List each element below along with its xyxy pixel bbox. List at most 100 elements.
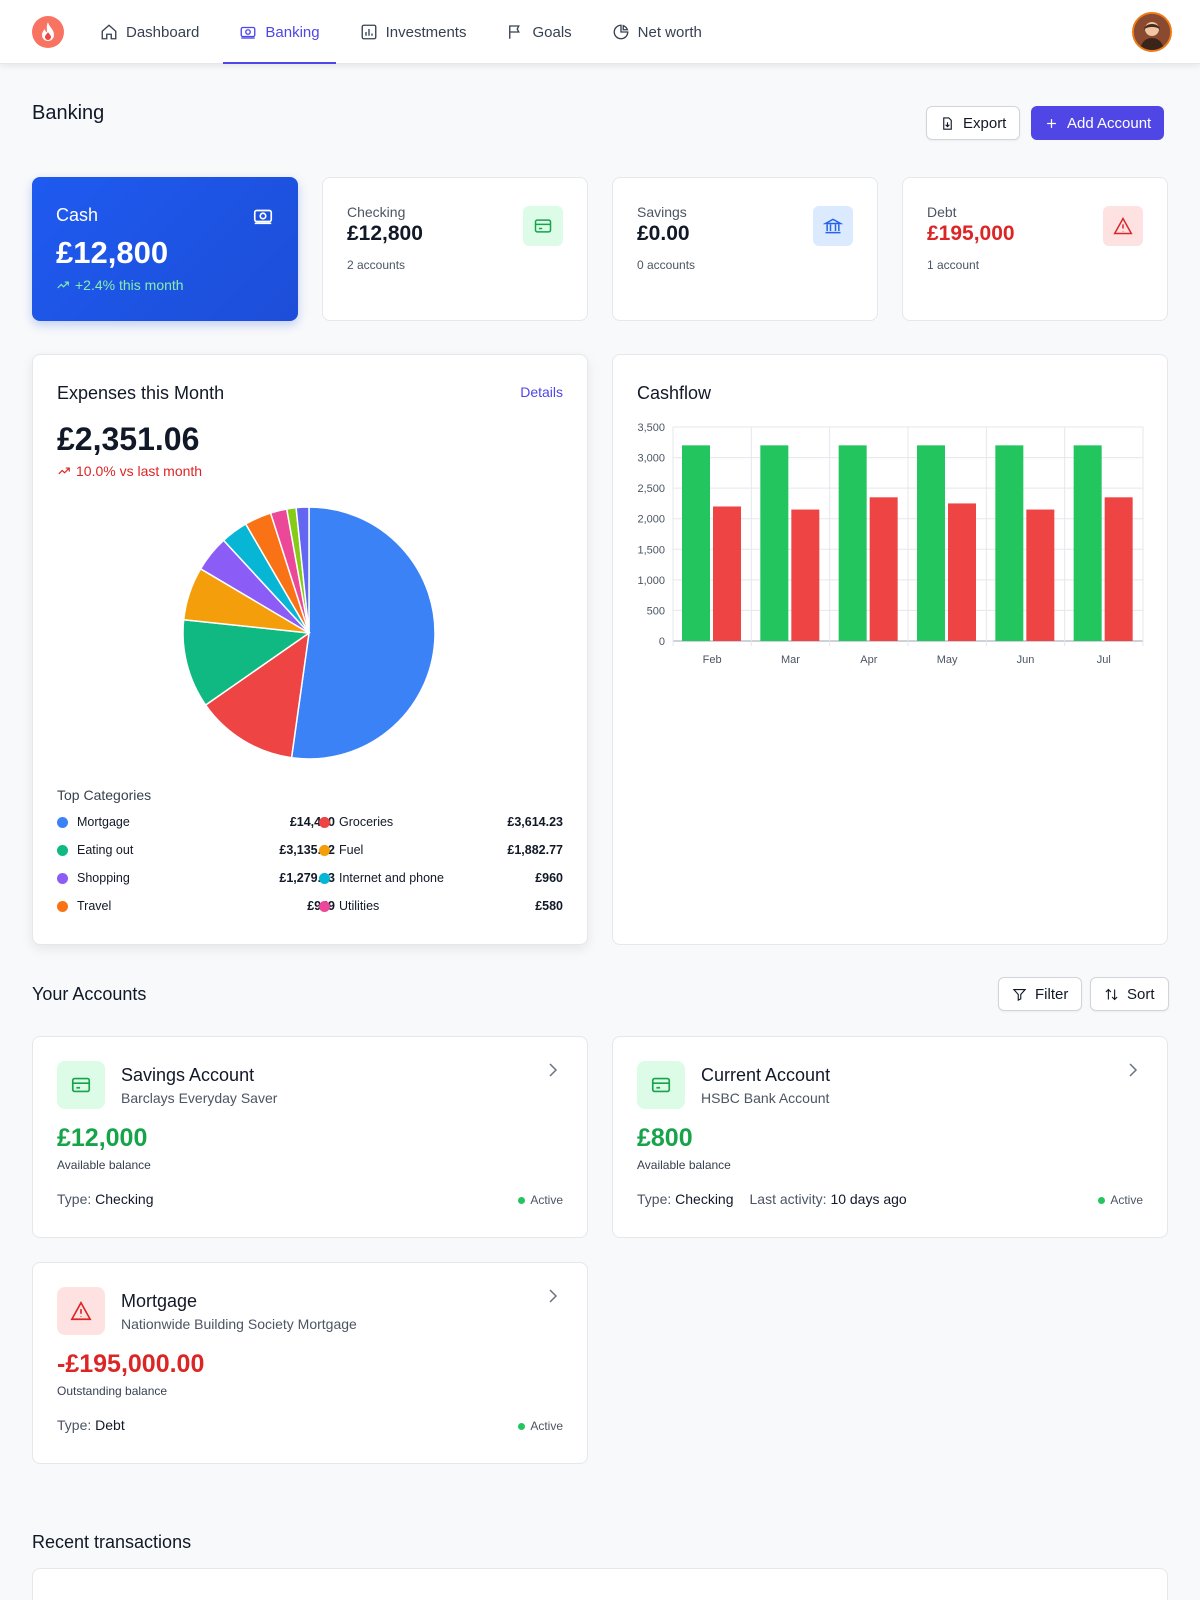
stat-label: Savings — [637, 204, 687, 220]
stat-sub: 2 accounts — [347, 258, 406, 272]
legend-label: Groceries — [339, 815, 394, 829]
trending-up-icon — [57, 281, 69, 289]
stat-card-debt[interactable]: Debt £195,000 1 account — [902, 177, 1168, 321]
bar-apr-series-1[interactable] — [838, 445, 867, 641]
y-tick-label: 500 — [647, 605, 665, 617]
y-tick-label: 1,500 — [637, 544, 665, 556]
pie-slice-groceries[interactable] — [204, 631, 310, 759]
bar-apr-series-2[interactable] — [869, 497, 898, 641]
stat-icon-box — [523, 206, 563, 246]
nav-goals[interactable]: Goals — [490, 0, 587, 64]
stat-card-cash[interactable]: Cash £12,800 +2.4% this month — [32, 177, 298, 321]
expenses-panel: Expenses this Month Details £2,351.06 10… — [32, 354, 588, 945]
top-categories-label: Top Categories — [57, 787, 152, 803]
accounts-title: Your Accounts — [32, 984, 147, 1004]
account-icon-box — [57, 1287, 105, 1335]
type-label: Type: — [57, 1417, 92, 1433]
account-balance: £12,000 — [57, 1124, 148, 1152]
stat-card-savings[interactable]: Savings £0.00 0 accounts — [612, 177, 878, 321]
add-account-button[interactable]: Add Account — [1031, 106, 1165, 140]
nav-investments[interactable]: Investments — [344, 0, 483, 64]
account-card-mortgage[interactable]: Mortgage Nationwide Building Society Mor… — [32, 1262, 588, 1464]
nav-label: Banking — [265, 23, 320, 41]
nav-dashboard[interactable]: Dashboard — [84, 0, 215, 64]
type-label: Type: — [637, 1191, 672, 1207]
x-tick-label: Jun — [1017, 654, 1035, 666]
chevron-right-icon[interactable] — [547, 1063, 559, 1077]
bar-feb-series-2[interactable] — [713, 506, 741, 641]
status-text: Active — [530, 1419, 563, 1433]
bar-jul-series-2[interactable] — [1104, 497, 1133, 641]
credit-card-icon — [71, 1077, 91, 1093]
status-dot — [518, 1422, 526, 1430]
legend-label: Eating out — [77, 843, 134, 857]
legend-amount: £1,882.77 — [507, 843, 563, 857]
bar-jun-series-1[interactable] — [995, 445, 1024, 641]
flag-icon — [509, 25, 521, 39]
sort-button[interactable]: Sort — [1090, 977, 1169, 1011]
type-value: Checking — [675, 1191, 734, 1207]
legend-item: Travel — [57, 899, 111, 913]
nav-label: Investments — [385, 23, 467, 41]
legend-item: Internet and phone — [319, 871, 444, 885]
y-tick-label: 0 — [659, 636, 665, 648]
legend-item: Utilities — [319, 899, 379, 913]
account-title: Current Account — [701, 1065, 831, 1085]
flame-icon — [42, 22, 54, 41]
legend-item: Groceries — [319, 815, 393, 829]
account-title: Mortgage — [121, 1291, 198, 1311]
account-subtitle: Barclays Everyday Saver — [121, 1090, 278, 1106]
legend-label: Fuel — [339, 843, 364, 857]
expenses-total: £2,351.06 — [57, 421, 200, 457]
cashflow-bar-chart: 0 500 1,000 1,500 2,000 2,500 3,000 3,500 Feb Mar… — [637, 422, 1144, 666]
chevron-right-icon[interactable] — [547, 1289, 559, 1303]
filter-button[interactable]: Filter — [998, 977, 1083, 1011]
bar-jul-series-1[interactable] — [1073, 445, 1102, 641]
nav-label: Goals — [532, 23, 572, 41]
account-meta: Type: Checking Last activity: 10 days ag… — [637, 1191, 907, 1207]
plus-icon — [1047, 118, 1056, 128]
stat-icon-box — [1103, 206, 1143, 246]
pie-slice-mortgage[interactable] — [290, 506, 436, 760]
legend-amount: £580 — [535, 899, 563, 913]
legend-label: Utilities — [339, 899, 380, 913]
bar-may-series-2[interactable] — [948, 503, 976, 641]
transactions-panel — [32, 1568, 1168, 1600]
type-label: Type: — [57, 1191, 92, 1207]
export-button[interactable]: Export — [926, 106, 1021, 140]
balance-label: Available balance — [57, 1158, 151, 1172]
bar-jun-series-2[interactable] — [1026, 509, 1055, 641]
nav-banking[interactable]: Banking — [223, 0, 336, 64]
legend-amount: £960 — [535, 871, 563, 885]
legend-amount: £14,400 — [289, 815, 335, 829]
account-card-savings[interactable]: Savings Account Barclays Everyday Saver … — [32, 1036, 588, 1238]
bar-may-series-1[interactable] — [917, 445, 945, 641]
account-icon-box — [57, 1061, 105, 1109]
filter-label: Filter — [1035, 985, 1069, 1003]
legend-dot — [319, 872, 330, 884]
account-card-current[interactable]: Current Account HSBC Bank Account £800 A… — [612, 1036, 1168, 1238]
nav-net-worth[interactable]: Net worth — [596, 0, 718, 64]
bar-mar-series-1[interactable] — [760, 445, 789, 641]
nav-label: Dashboard — [126, 23, 200, 41]
x-tick-label: May — [937, 654, 958, 666]
app-logo[interactable] — [32, 16, 64, 48]
chevron-right-icon[interactable] — [1127, 1063, 1139, 1077]
banknote-icon — [253, 209, 273, 225]
details-link[interactable]: Details — [520, 384, 563, 400]
home-icon — [101, 24, 117, 40]
x-tick-label: Feb — [703, 654, 722, 666]
type-value: Debt — [95, 1417, 125, 1433]
bar-feb-series-1[interactable] — [682, 445, 710, 641]
trend-text: +2.4% this month — [75, 277, 184, 293]
pie-slice-other-2[interactable] — [295, 506, 310, 634]
legend-amount: £3,614.23 — [507, 815, 563, 829]
bar-chart-icon — [361, 24, 377, 40]
bar-mar-series-2[interactable] — [791, 509, 820, 641]
y-tick-label: 1,000 — [637, 575, 665, 587]
stat-card-checking[interactable]: Checking £12,800 2 accounts — [322, 177, 588, 321]
account-icon-box — [637, 1061, 685, 1109]
pie-slice-eating-out[interactable] — [182, 618, 312, 707]
stat-sub: 0 accounts — [637, 258, 696, 272]
user-avatar[interactable] — [1132, 12, 1172, 52]
